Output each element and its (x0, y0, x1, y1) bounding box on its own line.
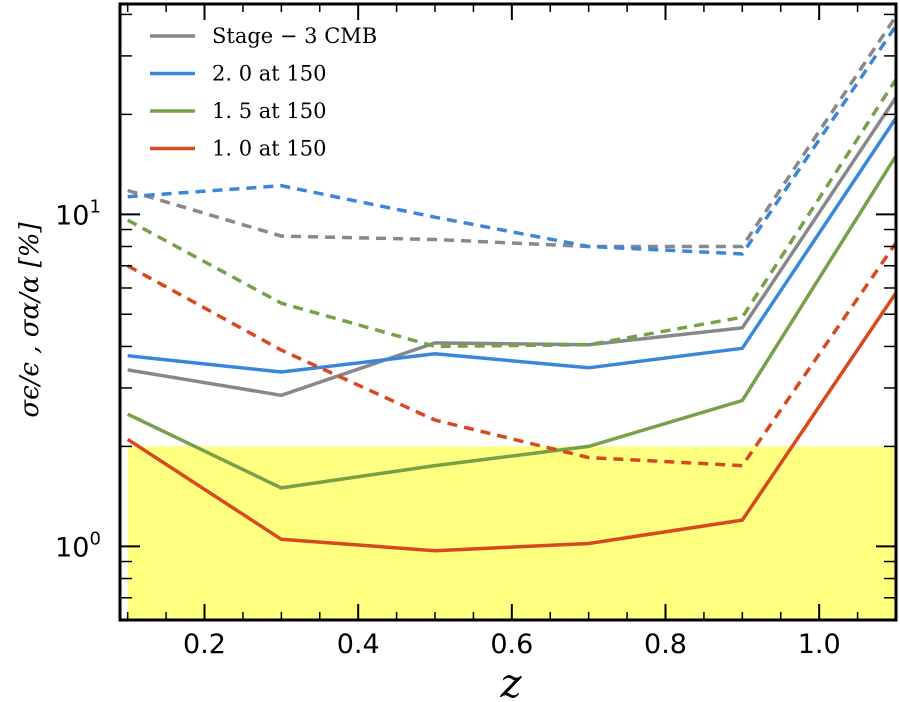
legend-label-1: 2. 0 at 150 (212, 62, 326, 86)
x-tick-label: 1.0 (798, 629, 841, 660)
x-tick-label: 0.6 (490, 629, 533, 660)
legend-label-0: Stage − 3 CMB (212, 24, 377, 48)
plot-frame (118, 2, 898, 622)
x-tick-label: 0.8 (644, 629, 687, 660)
legend-label-3: 1. 0 at 150 (212, 137, 326, 161)
legend: Stage − 3 CMB 2. 0 at 150 1. 5 at 150 1. 0 … (150, 24, 377, 161)
series-3-solid-line (126, 291, 898, 553)
y-tick-label: 101 (55, 196, 101, 231)
highlight-band (127, 446, 896, 620)
y-tick-label: 100 (55, 528, 101, 563)
legend-label-2: 1. 5 at 150 (212, 99, 326, 123)
ticks-layer: 0.2 0.4 0.6 0.8 1.0 100 101 (55, 4, 896, 660)
series-0-dashed-line (127, 15, 898, 249)
series-3-dashed-line (126, 241, 898, 468)
y-axis-label: σϵ/ϵ , σα/α [%] (15, 221, 45, 417)
series-2-solid-line (126, 154, 898, 490)
series-1-dashed-line (127, 24, 898, 256)
x-tick-label: 0.2 (183, 629, 226, 660)
x-tick-label: 0.4 (337, 629, 380, 660)
series-1-solid-line (127, 117, 898, 374)
series-layer (126, 15, 898, 553)
series-2-dashed-line (126, 78, 898, 349)
x-axis-label: z (499, 661, 522, 702)
